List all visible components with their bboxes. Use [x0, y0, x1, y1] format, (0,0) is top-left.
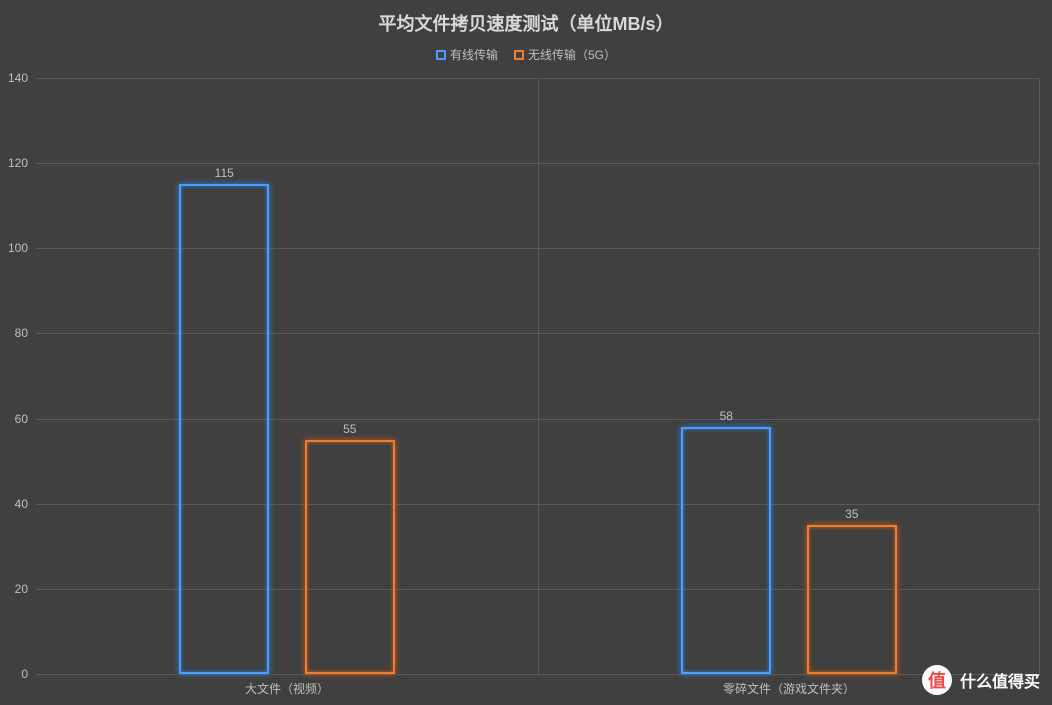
- bar: 58: [681, 427, 771, 674]
- bar: 55: [305, 440, 395, 674]
- y-tick-label: 40: [15, 497, 36, 511]
- y-tick-label: 60: [15, 412, 36, 426]
- legend-swatch: [436, 50, 446, 60]
- bar-value-label: 58: [683, 409, 769, 423]
- legend-label: 有线传输: [450, 46, 498, 63]
- bar: 35: [807, 525, 897, 674]
- gridline: [36, 674, 1040, 675]
- x-tick-label: 零碎文件（游戏文件夹）: [723, 674, 855, 697]
- x-tick-label: 大文件（视频）: [245, 674, 329, 697]
- y-tick-label: 120: [8, 156, 36, 170]
- chart-legend: 有线传输 无线传输（5G）: [0, 46, 1052, 63]
- bar-value-label: 55: [307, 422, 393, 436]
- y-tick-label: 20: [15, 582, 36, 596]
- legend-label: 无线传输（5G）: [528, 46, 616, 63]
- legend-item: 无线传输（5G）: [514, 46, 616, 63]
- legend-swatch: [514, 50, 524, 60]
- plot-border-right: [1039, 78, 1040, 674]
- y-tick-label: 140: [8, 71, 36, 85]
- legend-item: 有线传输: [436, 46, 498, 63]
- y-tick-label: 80: [15, 326, 36, 340]
- y-tick-label: 100: [8, 241, 36, 255]
- watermark-text: 什么值得买: [960, 668, 1040, 692]
- bar: 115: [179, 184, 269, 674]
- watermark-badge: 值: [922, 665, 952, 695]
- y-tick-label: 0: [21, 667, 36, 681]
- bar-value-label: 115: [181, 166, 267, 180]
- category-divider: [538, 78, 539, 674]
- watermark: 值 什么值得买: [922, 665, 1040, 695]
- plot-area: 02040608010012014011555大文件（视频）5835零碎文件（游…: [36, 78, 1040, 674]
- chart-title: 平均文件拷贝速度测试（单位MB/s）: [0, 10, 1052, 36]
- bar-value-label: 35: [809, 507, 895, 521]
